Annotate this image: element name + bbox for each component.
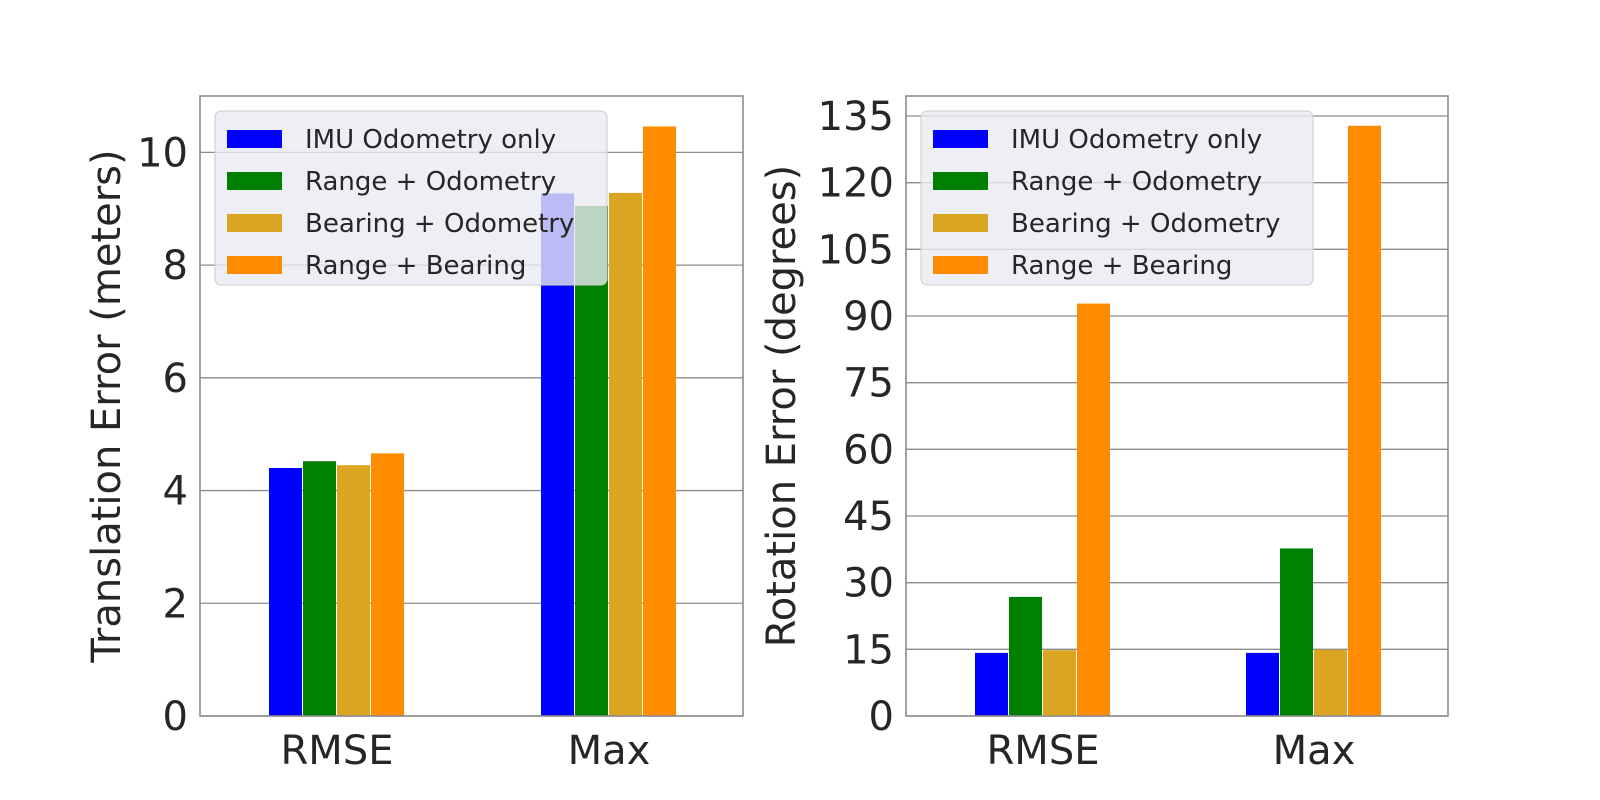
legend-box <box>920 110 1314 286</box>
y-axis-title: Translation Error (meters) <box>84 149 130 663</box>
plot-frame <box>905 95 1449 717</box>
y-tick-label: 0 <box>869 694 894 740</box>
plot-frame <box>199 95 744 717</box>
bar-imu-odometry-only-rmse <box>269 468 302 716</box>
y-tick-label: 10 <box>137 130 188 176</box>
bar-bearing-odometry-rmse <box>337 465 370 716</box>
legend-swatch <box>227 130 282 148</box>
bar-range-bearing-rmse <box>371 453 404 716</box>
bar-range-bearing-max <box>1348 125 1381 717</box>
bar-bearing-odometry-max <box>609 192 642 717</box>
y-tick-label: 135 <box>818 94 894 140</box>
bar-range-bearing-max <box>643 126 676 717</box>
bar-bearing-odometry-max <box>1314 649 1347 716</box>
legend-label: Bearing + Odometry <box>1011 209 1280 239</box>
x-tick-label: Max <box>568 728 651 774</box>
bar-range-odometry-max <box>1280 548 1313 716</box>
legend-box <box>214 110 608 286</box>
legend: IMU Odometry only Range + Odometry Bearing… <box>214 110 608 286</box>
y-tick-label: 30 <box>843 561 894 607</box>
legend-swatch <box>933 130 988 148</box>
y-tick-label: 45 <box>843 494 894 540</box>
y-tick-label: 105 <box>818 227 894 273</box>
legend-label: IMU Odometry only <box>305 125 556 155</box>
bar-range-odometry-rmse <box>303 461 336 716</box>
legend: IMU Odometry only Range + Odometry Bearing… <box>920 110 1314 286</box>
legend-label: IMU Odometry only <box>1011 125 1262 155</box>
legend-swatch <box>227 256 282 274</box>
y-axis-title: Rotation Error (degrees) <box>759 165 805 647</box>
y-tick-label: 6 <box>163 356 188 402</box>
legend-swatch <box>933 214 988 232</box>
y-tick-label: 8 <box>163 243 188 289</box>
y-tick-label: 75 <box>843 361 894 407</box>
legend-label: Range + Odometry <box>1011 167 1262 197</box>
x-tick-label: Max <box>1273 728 1356 774</box>
y-tick-label: 4 <box>163 469 188 515</box>
y-tick-label: 15 <box>843 627 894 673</box>
bar-imu-odometry-only-rmse <box>975 652 1008 716</box>
x-tick-label: RMSE <box>987 728 1100 774</box>
legend-swatch <box>227 172 282 190</box>
rotation-error-chart: 0 15 30 45 60 75 90 105 120 135 RMSE Max Rotation Er… <box>759 94 1449 774</box>
bar-range-odometry-max <box>575 205 608 716</box>
y-tick-label: 0 <box>163 694 188 740</box>
translation-error-chart: 0 2 4 6 8 10 RMSE Max Translation Error (meters)… <box>84 95 744 774</box>
legend-swatch <box>933 172 988 190</box>
y-tick-label: 120 <box>818 161 894 207</box>
legend-label: Range + Bearing <box>305 251 526 281</box>
y-tick-label: 90 <box>843 294 894 340</box>
y-tick-label: 2 <box>163 581 188 627</box>
bar-range-bearing-rmse <box>1077 303 1110 716</box>
legend-label: Range + Bearing <box>1011 251 1232 281</box>
bar-bearing-odometry-rmse <box>1043 650 1076 716</box>
legend-swatch <box>227 214 282 232</box>
y-tick-label: 60 <box>843 427 894 473</box>
legend-swatch <box>933 256 988 274</box>
legend-label: Range + Odometry <box>305 167 556 197</box>
legend-label: Bearing + Odometry <box>305 209 574 239</box>
bar-range-odometry-rmse <box>1009 596 1042 716</box>
x-tick-label: RMSE <box>281 728 394 774</box>
bar-imu-odometry-only-max <box>1246 652 1279 716</box>
